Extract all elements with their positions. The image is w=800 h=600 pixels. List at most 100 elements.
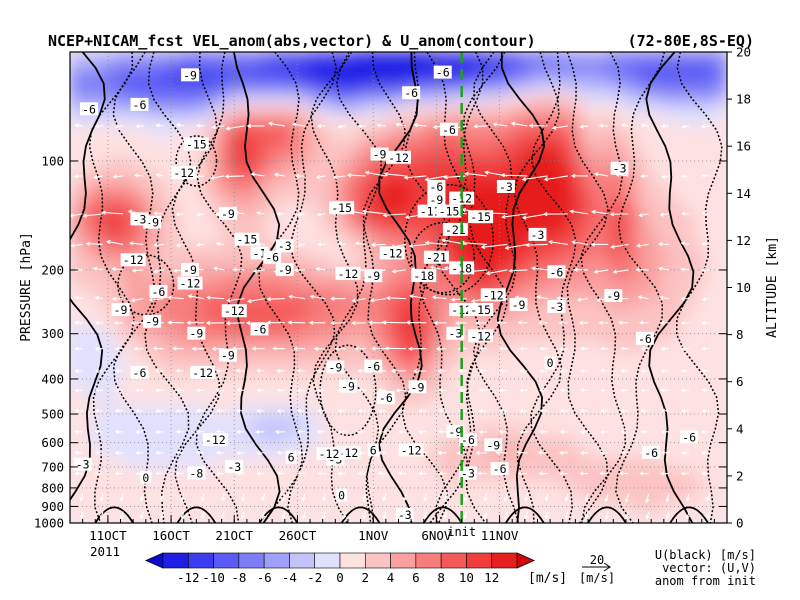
field-cell <box>310 511 323 523</box>
wind-vector <box>572 241 589 245</box>
field-cell <box>376 179 389 192</box>
wind-vector-head <box>114 368 120 373</box>
contour-label: -9 <box>512 298 526 312</box>
field-cell <box>102 394 115 406</box>
field-cell <box>573 83 586 96</box>
contour-label-box <box>181 262 200 276</box>
field-cell <box>233 201 246 214</box>
field-cell <box>551 447 564 460</box>
field-cell <box>277 94 290 107</box>
field-cell <box>638 83 652 96</box>
field-cell <box>671 308 684 321</box>
field-cell <box>124 404 137 417</box>
field-cell <box>408 511 422 523</box>
y-left-tick-label: 500 <box>41 407 64 422</box>
field-cell <box>419 137 433 150</box>
wind-vector-head <box>241 497 246 502</box>
field-cell <box>332 319 345 332</box>
field-cell <box>189 394 203 406</box>
wind-vector-head <box>175 243 181 248</box>
wind-vector-head <box>246 298 252 304</box>
field-cell <box>189 212 203 224</box>
field-cell <box>562 436 575 449</box>
field-cell <box>617 394 630 406</box>
contour-label: -9 <box>411 380 425 394</box>
field-cell <box>408 308 422 321</box>
field-cell <box>211 415 224 428</box>
field-cell <box>474 479 487 492</box>
wind-vector-head <box>700 429 706 435</box>
wind-vector-head <box>485 271 491 276</box>
field-cell <box>332 297 345 310</box>
field-cell <box>376 233 389 246</box>
field-cell <box>649 308 662 321</box>
field-cell <box>693 52 706 64</box>
field-cell <box>299 415 312 428</box>
field-cell <box>693 212 706 224</box>
field-cell <box>113 394 126 406</box>
field-cell <box>551 169 564 182</box>
field-cell <box>157 83 170 96</box>
field-cell <box>649 52 662 64</box>
init-label: init <box>447 525 476 539</box>
wind-vector-head <box>659 212 665 217</box>
field-cell <box>244 361 257 374</box>
field-cell <box>266 458 279 471</box>
field-cell <box>146 479 159 492</box>
field-cell <box>266 62 279 75</box>
field-cell <box>255 479 268 492</box>
field-cell <box>474 179 487 192</box>
field-cell <box>682 105 695 117</box>
field-cell <box>332 158 345 171</box>
field-cell <box>277 468 290 481</box>
field-cell <box>233 372 246 385</box>
wind-vector-head <box>443 497 448 502</box>
field-cell <box>606 126 619 139</box>
field-cell <box>332 137 345 150</box>
field-cell <box>376 447 389 460</box>
wind-vector-head <box>559 368 564 374</box>
field-cell <box>617 52 630 64</box>
field-cell <box>91 158 104 171</box>
wind-vector-head <box>501 214 506 219</box>
field-cell <box>595 415 608 428</box>
wind-vector-head <box>330 296 335 301</box>
field-cell <box>562 52 575 64</box>
field-cell <box>233 490 246 503</box>
field-cell <box>573 254 586 267</box>
field-cell <box>474 490 487 503</box>
field-cell <box>387 404 400 417</box>
field-cell <box>693 201 706 214</box>
field-cell <box>408 479 422 492</box>
wind-vector-head <box>357 471 362 476</box>
field-cell <box>321 436 334 449</box>
field-cell <box>277 361 290 374</box>
contour-label: -12 <box>224 304 245 318</box>
wind-vector-head <box>475 450 481 456</box>
wind-vector <box>404 175 427 179</box>
colorbar-swatch <box>491 552 518 569</box>
field-cell <box>168 244 181 257</box>
field-cell <box>573 62 586 75</box>
field-cell <box>233 62 246 75</box>
field-cell <box>299 83 312 96</box>
field-cell <box>244 169 257 182</box>
field-cell <box>91 479 104 492</box>
field-cell <box>200 83 214 96</box>
legend-text: U(black) [m/s] vector: (U,V) anom from i… <box>655 548 756 588</box>
wind-vector <box>154 212 164 215</box>
field-cell <box>617 83 630 96</box>
field-cell <box>354 351 367 364</box>
wind-vector-head <box>599 450 605 456</box>
wind-vector <box>372 243 386 246</box>
wind-vector-head <box>94 408 100 413</box>
field-cell <box>146 233 159 246</box>
wind-vector <box>706 511 710 519</box>
field-cell <box>211 158 224 171</box>
field-cell <box>693 319 706 332</box>
field-cell <box>321 404 334 417</box>
field-cell <box>496 265 509 278</box>
wind-vector <box>100 511 104 519</box>
field-cell <box>715 287 727 299</box>
